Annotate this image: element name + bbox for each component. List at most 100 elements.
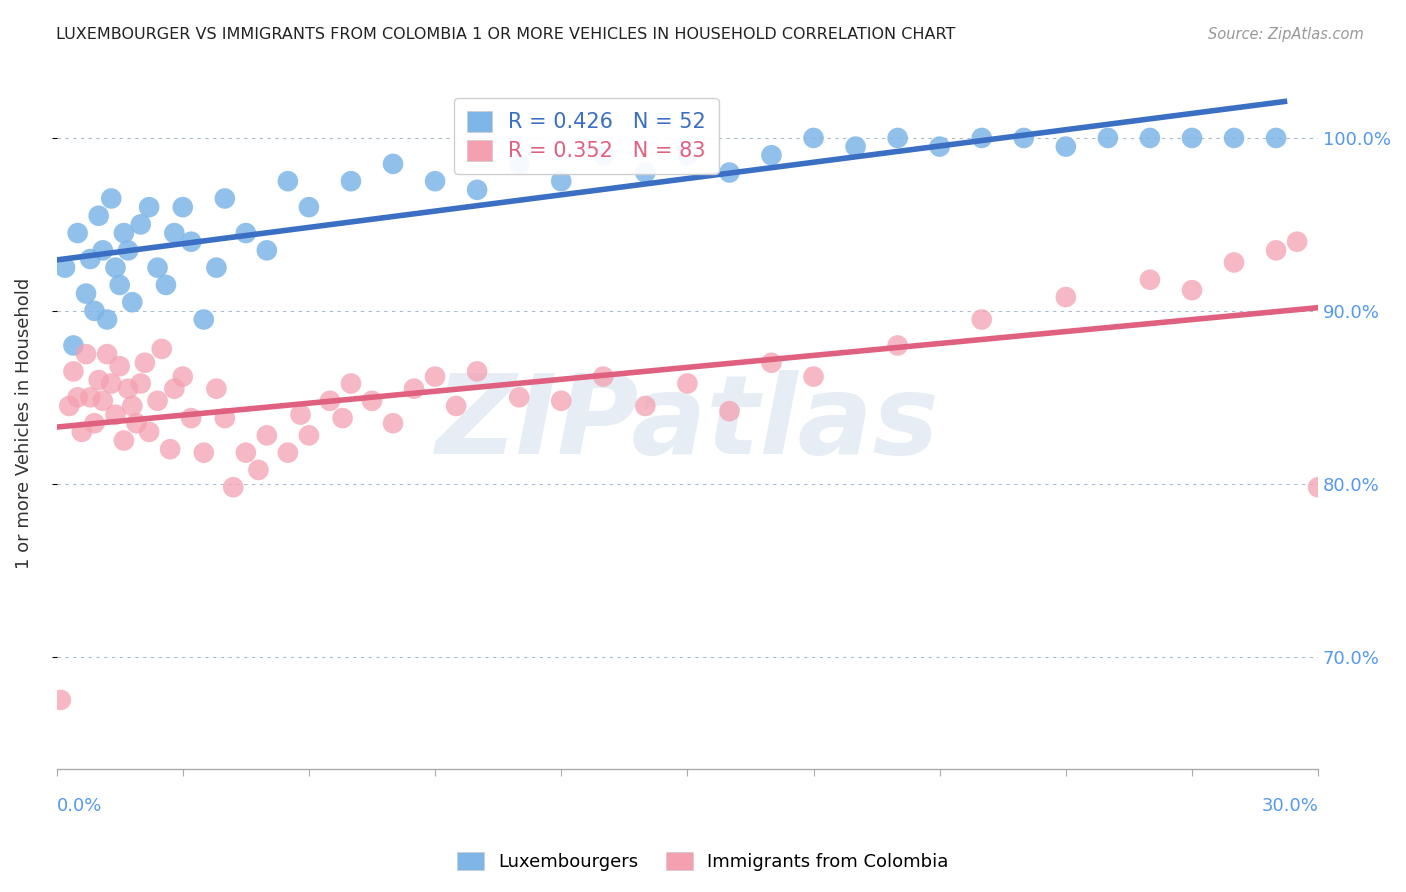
Point [163, 382, 186, 396]
Point [382, 417, 405, 431]
Point [592, 369, 614, 384]
Point [70, 425, 93, 439]
Text: ZIPatlas: ZIPatlas [436, 370, 939, 476]
Point [163, 226, 186, 240]
Point [298, 200, 321, 214]
Point [970, 312, 993, 326]
Point [1054, 139, 1077, 153]
Point [235, 226, 257, 240]
Point [112, 226, 135, 240]
Point [1265, 131, 1288, 145]
Point [1054, 290, 1077, 304]
Point [1265, 244, 1288, 258]
Point [222, 480, 245, 494]
Point [146, 393, 169, 408]
Point [423, 369, 446, 384]
Point [550, 393, 572, 408]
Point [402, 382, 425, 396]
Point [247, 463, 270, 477]
Point [96, 347, 118, 361]
Point [155, 277, 177, 292]
Point [592, 148, 614, 162]
Point [290, 408, 312, 422]
Point [319, 393, 342, 408]
Point [634, 399, 657, 413]
Point [277, 445, 299, 459]
Point [117, 244, 139, 258]
Point [129, 376, 152, 391]
Point [75, 286, 97, 301]
Point [634, 165, 657, 179]
Point [100, 192, 122, 206]
Text: 30.0%: 30.0% [1261, 797, 1319, 814]
Point [886, 338, 908, 352]
Point [205, 260, 228, 275]
Point [112, 434, 135, 448]
Point [1139, 273, 1161, 287]
Text: LUXEMBOURGER VS IMMIGRANTS FROM COLOMBIA 1 OR MORE VEHICLES IN HOUSEHOLD CORRELA: LUXEMBOURGER VS IMMIGRANTS FROM COLOMBIA… [56, 27, 956, 42]
Point [550, 174, 572, 188]
Point [423, 174, 446, 188]
Point [761, 356, 783, 370]
Point [104, 408, 127, 422]
Point [1139, 131, 1161, 145]
Point [340, 376, 363, 391]
Point [444, 399, 467, 413]
Point [87, 209, 110, 223]
Point [159, 442, 181, 457]
Point [121, 295, 143, 310]
Point [96, 312, 118, 326]
Point [340, 174, 363, 188]
Point [256, 244, 278, 258]
Point [277, 174, 299, 188]
Point [718, 165, 741, 179]
Point [676, 148, 699, 162]
Point [108, 359, 131, 374]
Point [121, 399, 143, 413]
Point [138, 200, 160, 214]
Point [134, 356, 156, 370]
Point [83, 304, 105, 318]
Point [332, 411, 354, 425]
Point [66, 390, 89, 404]
Point [1012, 131, 1035, 145]
Point [718, 404, 741, 418]
Point [129, 218, 152, 232]
Point [1181, 283, 1204, 297]
Point [214, 192, 236, 206]
Point [1223, 255, 1246, 269]
Legend: R = 0.426   N = 52, R = 0.352   N = 83: R = 0.426 N = 52, R = 0.352 N = 83 [454, 98, 718, 174]
Point [87, 373, 110, 387]
Point [1308, 480, 1330, 494]
Point [214, 411, 236, 425]
Point [1181, 131, 1204, 145]
Point [75, 347, 97, 361]
Point [62, 338, 84, 352]
Point [100, 376, 122, 391]
Point [1286, 235, 1309, 249]
Point [465, 364, 488, 378]
Point [886, 131, 908, 145]
Point [91, 244, 114, 258]
Point [125, 417, 148, 431]
Point [298, 428, 321, 442]
Legend: Luxembourgers, Immigrants from Colombia: Luxembourgers, Immigrants from Colombia [450, 845, 956, 879]
Point [235, 445, 257, 459]
Point [53, 260, 76, 275]
Point [108, 277, 131, 292]
Point [146, 260, 169, 275]
Point [150, 342, 173, 356]
Point [49, 693, 72, 707]
Point [1097, 131, 1119, 145]
Point [803, 369, 825, 384]
Point [845, 139, 868, 153]
Point [508, 157, 530, 171]
Point [180, 235, 202, 249]
Point [928, 139, 950, 153]
Point [62, 364, 84, 378]
Point [761, 148, 783, 162]
Y-axis label: 1 or more Vehicles in Household: 1 or more Vehicles in Household [15, 277, 32, 569]
Point [676, 376, 699, 391]
Point [508, 390, 530, 404]
Point [117, 382, 139, 396]
